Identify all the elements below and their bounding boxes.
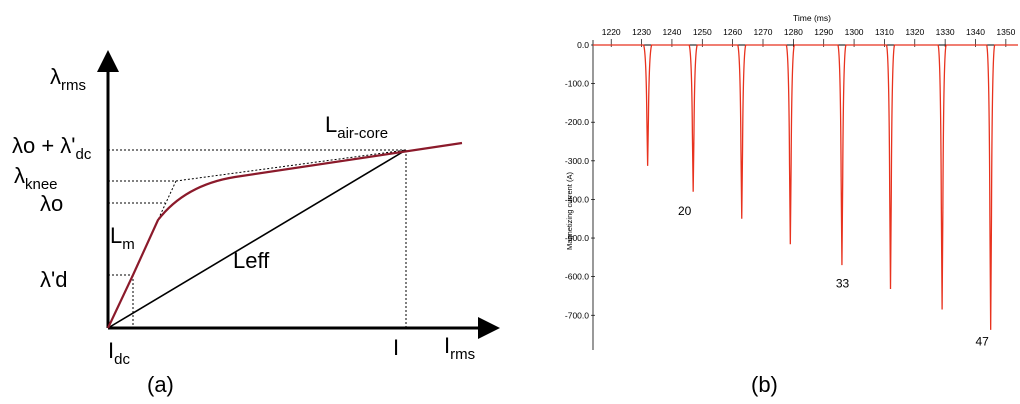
- magnetizing-current-trace: [593, 44, 1018, 330]
- caption-a: (a): [147, 372, 174, 397]
- lambda-o-label: λo: [40, 191, 63, 216]
- peak-annotations: 20 33 47: [678, 204, 989, 348]
- x-axis-title: Time (ms): [793, 13, 831, 23]
- idc-label: Idc: [108, 338, 130, 368]
- x-tick-label: 1230: [632, 27, 651, 37]
- pulse-annotation: 20: [678, 204, 692, 218]
- y-tick-label: -500.0: [565, 233, 589, 243]
- y-tick-label: 0.0: [577, 40, 589, 50]
- x-tick-label: 1270: [754, 27, 773, 37]
- i-label: I: [393, 335, 399, 360]
- y-tick-label: -700.0: [565, 310, 589, 320]
- panel-b-chart: Time (ms) 1220 1230 1240 1250 1260 1270 1280 12…: [565, 13, 1018, 397]
- leff-line: [107, 149, 407, 329]
- y-axis-title: Magnetizing current (A): [565, 172, 574, 250]
- lm-label: Lm: [110, 223, 135, 253]
- x-tick-label: 1260: [723, 27, 742, 37]
- y-tick-label: -100.0: [565, 79, 589, 89]
- lambda-d-label: λ'd: [40, 267, 67, 292]
- x-tick-label: 1340: [966, 27, 985, 37]
- l-air-core-label: Lair-core: [325, 112, 388, 142]
- x-tick-label: 1220: [602, 27, 621, 37]
- x-tick-label: 1300: [845, 27, 864, 37]
- y-tick-labels: 0.0 -100.0 -200.0 -300.0 -400.0 -500.0 -600.0 -…: [565, 40, 595, 320]
- x-tick-labels: 1220 1230 1240 1250 1260 1270 1280 1290 1300 1310…: [602, 27, 1016, 37]
- x-tick-label: 1310: [875, 27, 894, 37]
- x-tick-marks: [610, 39, 1007, 47]
- x-tick-label: 1320: [905, 27, 924, 37]
- y-axis-arrowhead: [97, 50, 119, 72]
- y-tick-label: -600.0: [565, 272, 589, 282]
- lambda-knee-label: λknee: [14, 163, 58, 193]
- y-tick-label: -400.0: [565, 194, 589, 204]
- pulse-annotation: 33: [836, 276, 850, 290]
- y-axis-label: λrms: [50, 64, 86, 94]
- x-tick-label: 1280: [784, 27, 803, 37]
- panel-a-diagram: λrms Irms Lair-core λo + λ'dc λknee λo λ…: [12, 50, 500, 397]
- x-axis-arrowhead: [478, 317, 500, 339]
- x-tick-label: 1250: [693, 27, 712, 37]
- y-tick-label: -300.0: [565, 156, 589, 166]
- pulse-annotation: 47: [976, 334, 990, 348]
- leff-label: Leff: [233, 248, 270, 273]
- x-tick-label: 1330: [936, 27, 955, 37]
- y-tick-label: -200.0: [565, 117, 589, 127]
- x-axis-label: Irms: [444, 333, 475, 363]
- x-tick-label: 1290: [814, 27, 833, 37]
- magnetization-curve: [107, 141, 463, 329]
- x-tick-label: 1240: [662, 27, 681, 37]
- caption-b: (b): [751, 372, 778, 397]
- x-tick-label: 1350: [996, 27, 1015, 37]
- lo-plus-ld-label: λo + λ'dc: [12, 133, 92, 163]
